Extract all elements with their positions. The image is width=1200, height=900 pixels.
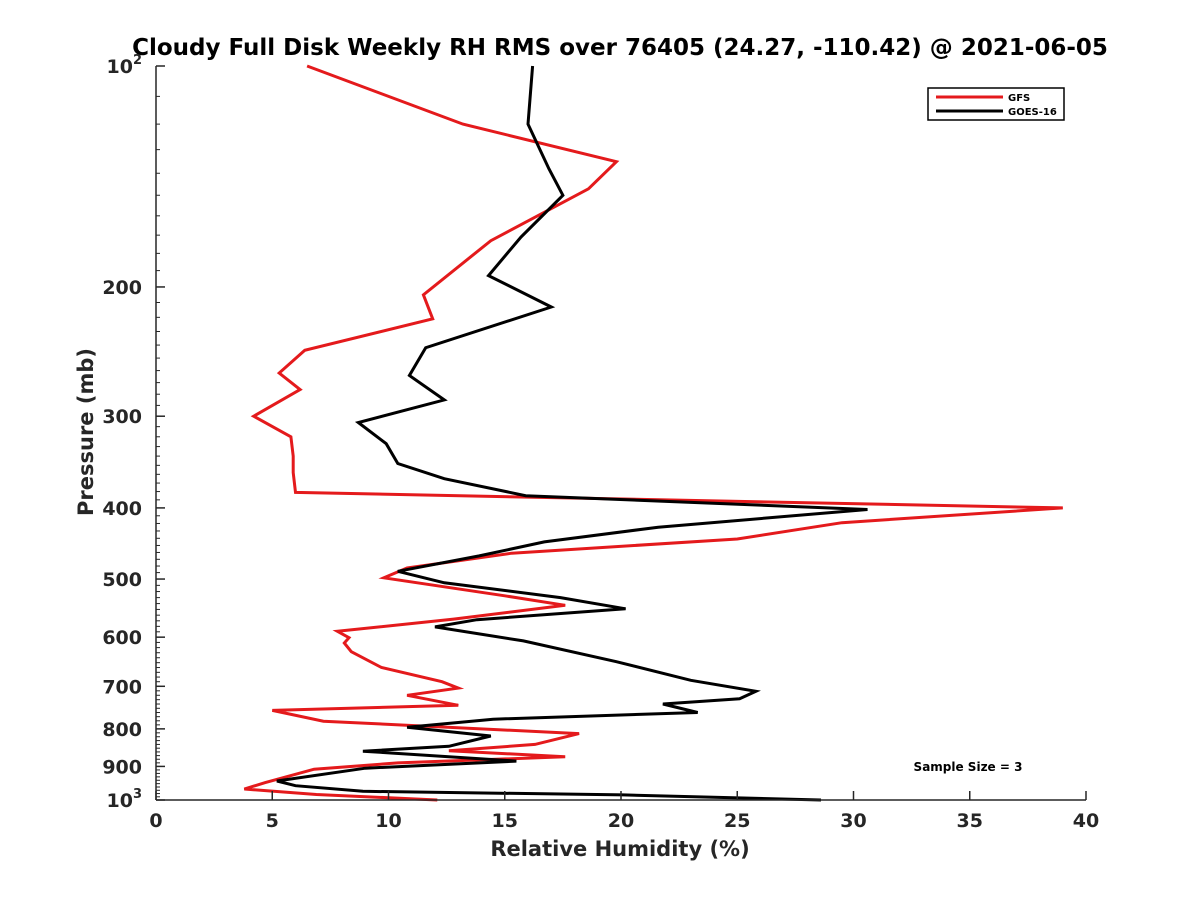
legend: GFS GOES-16 bbox=[927, 87, 1065, 121]
x-tick-label: 30 bbox=[840, 810, 866, 832]
y-tick-label: 600 bbox=[102, 627, 142, 649]
legend-label-gfs: GFS bbox=[1008, 93, 1030, 104]
series-line-goes-16 bbox=[276, 65, 868, 802]
chart-title: Cloudy Full Disk Weekly RH RMS over 7640… bbox=[132, 35, 1108, 61]
y-tick-label: 400 bbox=[102, 498, 142, 520]
series-line-gfs bbox=[243, 64, 1063, 802]
y-tick-label: 800 bbox=[102, 719, 142, 741]
y-tick-label: 103 bbox=[107, 787, 143, 812]
y-tick-label: 200 bbox=[102, 277, 142, 299]
legend-box bbox=[927, 87, 1065, 121]
y-tick-label: 102 bbox=[107, 53, 143, 78]
x-tick-label: 5 bbox=[266, 810, 279, 832]
x-tick-label: 20 bbox=[608, 810, 634, 832]
x-tick-label: 35 bbox=[957, 810, 983, 832]
x-tick-label: 40 bbox=[1073, 810, 1099, 832]
y-axis-label: Pressure (mb) bbox=[74, 348, 98, 516]
axes-layer: 0 5 10 15 20 25 30 35 40 102 200 300 400 500 600 700 800… bbox=[102, 53, 1099, 832]
x-tick-label: 0 bbox=[149, 810, 162, 832]
y-tick-label: 700 bbox=[102, 676, 142, 698]
x-tick-label: 15 bbox=[492, 810, 518, 832]
y-tick-label: 500 bbox=[102, 569, 142, 591]
legend-label-goes-16: GOES-16 bbox=[1008, 107, 1057, 118]
x-axis-label: Relative Humidity (%) bbox=[490, 837, 749, 861]
x-tick-label: 25 bbox=[724, 810, 750, 832]
y-tick-label: 300 bbox=[102, 406, 142, 428]
x-tick-label: 10 bbox=[375, 810, 401, 832]
series-layer bbox=[243, 64, 1063, 802]
sample-size-annotation: Sample Size = 3 bbox=[914, 760, 1023, 774]
y-tick-label: 900 bbox=[102, 756, 142, 778]
